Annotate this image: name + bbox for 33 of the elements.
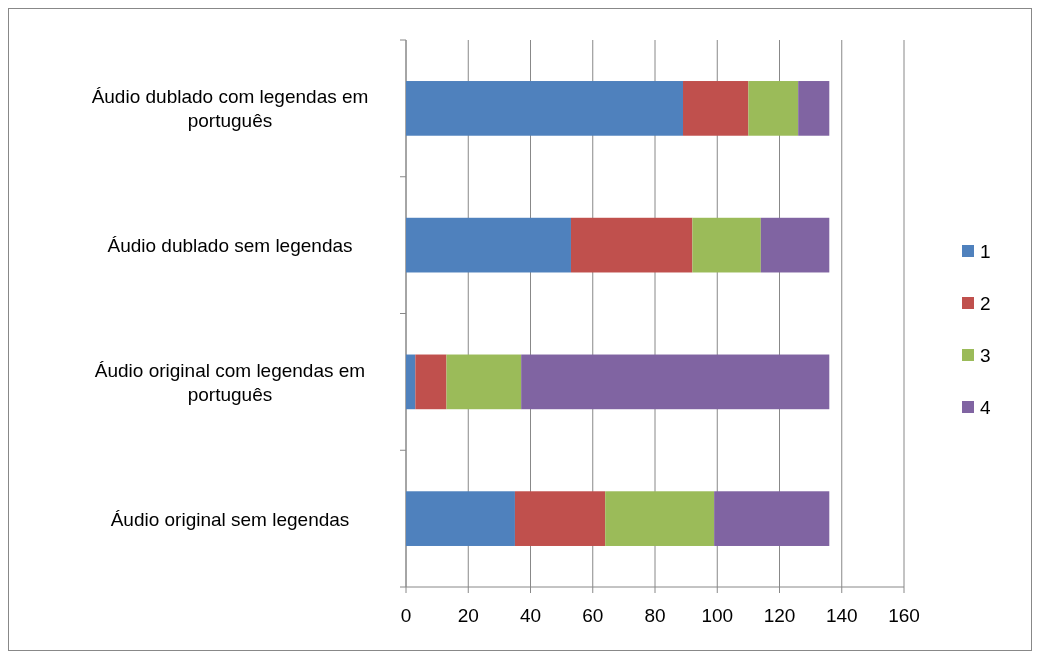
x-tick-label: 140	[825, 605, 858, 626]
bar	[415, 354, 447, 410]
bar	[406, 491, 515, 546]
x-tick-label: 60	[582, 605, 604, 626]
y-tick-label: Áudio dublado sem legendas	[107, 235, 353, 257]
bar	[748, 81, 799, 136]
bar	[714, 491, 830, 546]
bar	[570, 217, 693, 273]
legend-label: 3	[980, 345, 991, 366]
bar	[514, 491, 606, 546]
legend-label: 1	[980, 241, 991, 262]
bar	[521, 354, 830, 410]
bar	[798, 81, 830, 136]
bar	[692, 217, 761, 273]
x-tick-label: 160	[888, 605, 920, 626]
legend-label: 2	[980, 293, 991, 314]
x-tick-label: 0	[400, 605, 412, 626]
bar	[406, 217, 571, 273]
bar	[683, 81, 749, 136]
x-tick-label: 20	[457, 605, 479, 626]
x-tick-label: 120	[763, 605, 796, 626]
bar	[760, 217, 830, 273]
bar	[446, 354, 522, 410]
bar	[605, 491, 715, 546]
bar	[406, 81, 684, 136]
bar	[406, 354, 416, 410]
x-tick-label: 100	[701, 605, 734, 626]
legend-label: 4	[980, 397, 991, 418]
x-tick-label: 80	[644, 605, 666, 626]
y-tick-label: Áudio dublado com legendas em português	[91, 86, 369, 132]
x-tick-label: 40	[519, 605, 542, 626]
y-tick-label: Áudio original sem legendas	[110, 508, 350, 530]
y-tick-label: Áudio original com legendas em português	[94, 359, 366, 405]
